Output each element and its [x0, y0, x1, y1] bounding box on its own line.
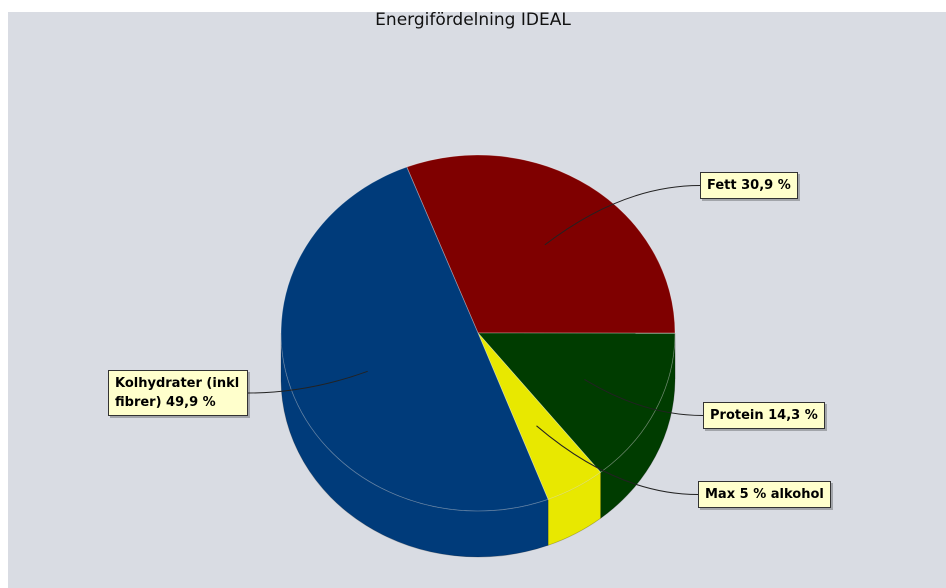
data-label: Fett 30,9 %: [700, 172, 798, 199]
leader-line: [584, 379, 704, 416]
leader-line: [544, 185, 701, 246]
slice-side: [547, 471, 601, 546]
data-label: Kolhydrater (inkl fibrer) 49,9 %: [108, 370, 248, 416]
slice: [477, 332, 676, 473]
leader-line: [247, 370, 368, 394]
data-label: Protein 14,3 %: [703, 402, 825, 429]
slice: [406, 154, 676, 334]
slice: [477, 332, 602, 500]
chart-title: Energifördelning IDEAL: [375, 10, 571, 30]
data-label: Max 5 % alkohol: [698, 481, 831, 508]
leader-line: [536, 425, 699, 495]
slice: [280, 166, 549, 512]
